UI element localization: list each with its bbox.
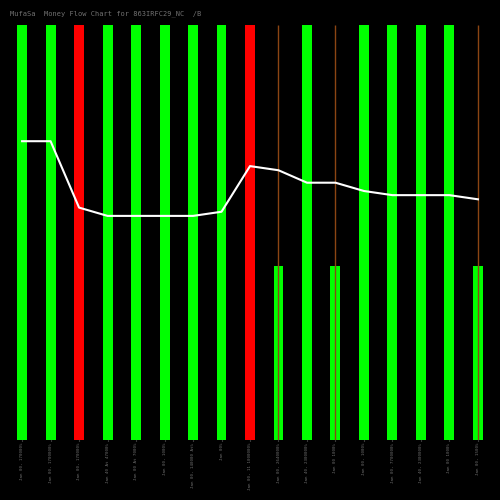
Bar [359,25,369,440]
Bar [416,25,426,440]
Bar [274,266,283,440]
Bar [46,25,56,440]
Bar [188,25,198,440]
Text: MufaSa  Money Flow Chart for 863IRFC29_NC  /B: MufaSa Money Flow Chart for 863IRFC29_NC… [10,10,201,16]
Bar [388,25,398,440]
Bar [74,25,84,440]
Bar [473,266,483,440]
Bar [302,25,312,440]
Bar [216,25,226,440]
Bar [245,25,255,440]
Bar [102,25,113,440]
Bar [160,25,170,440]
Bar [17,25,27,440]
Bar [330,266,340,440]
Bar [444,25,454,440]
Bar [131,25,141,440]
